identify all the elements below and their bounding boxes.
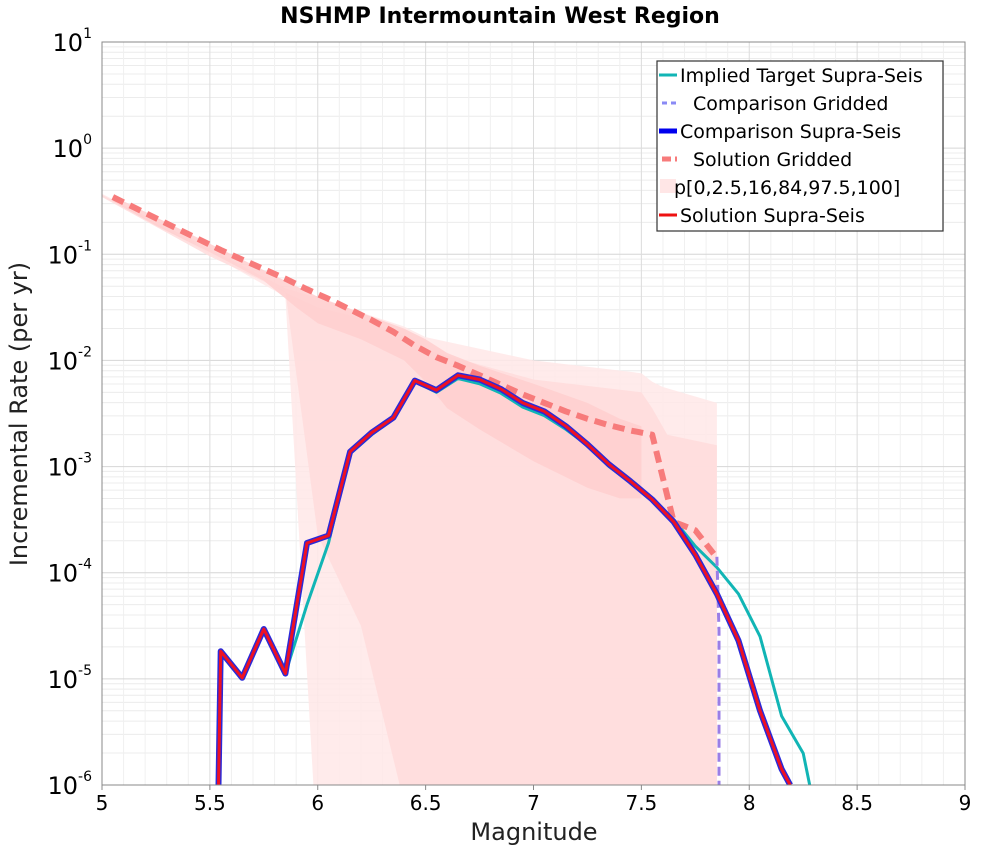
series-solution-supra-seis (217, 373, 792, 785)
x-tick-label: 5.5 (194, 791, 226, 815)
legend-item: Solution Gridded (662, 149, 852, 171)
band-p-16-84- (112, 195, 642, 499)
x-tick-label: 5 (96, 791, 109, 815)
y-tick-label: 10-1 (47, 238, 92, 269)
legend-label: Implied Target Supra-Seis (680, 65, 923, 87)
y-tick-label: 100 (53, 132, 92, 163)
y-tick-label: 10-6 (47, 769, 92, 800)
chart-title: NSHMP Intermountain West Region (280, 4, 720, 29)
legend-swatch (660, 179, 676, 193)
legend: Implied Target Supra-Seis Comparison Grid… (656, 60, 944, 232)
legend-label: p[0,2.5,16,84,97.5,100] (674, 177, 900, 199)
band-p-2-5-97-5- (102, 194, 717, 786)
series-solution-gridded (111, 194, 720, 560)
legend-label: Comparison Gridded (693, 93, 888, 115)
series-implied-target-supra-seis (219, 377, 812, 785)
x-tick-label: 7 (527, 791, 540, 815)
x-tick-label: 8.5 (841, 791, 873, 815)
y-tick-label: 10-2 (47, 344, 92, 375)
y-axis-label: Incremental Rate (per yr) (5, 262, 33, 566)
legend-label: Comparison Supra-Seis (680, 121, 901, 143)
y-tick-label: 101 (53, 26, 92, 57)
x-axis-ticks: 5 5.5 6 6.5 7 7.5 8 8.5 9 (96, 785, 972, 815)
legend-label: Solution Supra-Seis (680, 205, 865, 227)
legend-item: Comparison Gridded (662, 93, 888, 115)
x-axis-label: Magnitude (470, 818, 597, 846)
legend-item: p[0,2.5,16,84,97.5,100] (660, 177, 900, 199)
legend-item: Solution Supra-Seis (659, 205, 865, 227)
y-tick-label: 10-3 (47, 451, 92, 482)
x-tick-label: 9 (959, 791, 972, 815)
percentile-bands (102, 193, 717, 786)
x-tick-label: 6.5 (410, 791, 442, 815)
y-tick-label: 10-4 (47, 557, 92, 588)
x-tick-label: 7.5 (625, 791, 657, 815)
legend-item: Implied Target Supra-Seis (659, 65, 923, 87)
legend-box (656, 60, 944, 232)
legend-item: Comparison Supra-Seis (659, 121, 901, 143)
series-comparison-gridded (715, 556, 721, 785)
series-lines (111, 194, 812, 785)
x-tick-label: 6 (311, 791, 324, 815)
legend-label: Solution Gridded (693, 149, 852, 171)
y-tick-label: 10-5 (47, 663, 92, 694)
y-axis-ticks: 101 100 10-1 10-2 10-3 10-4 10-5 10-6 (47, 26, 92, 800)
x-tick-label: 8 (743, 791, 756, 815)
